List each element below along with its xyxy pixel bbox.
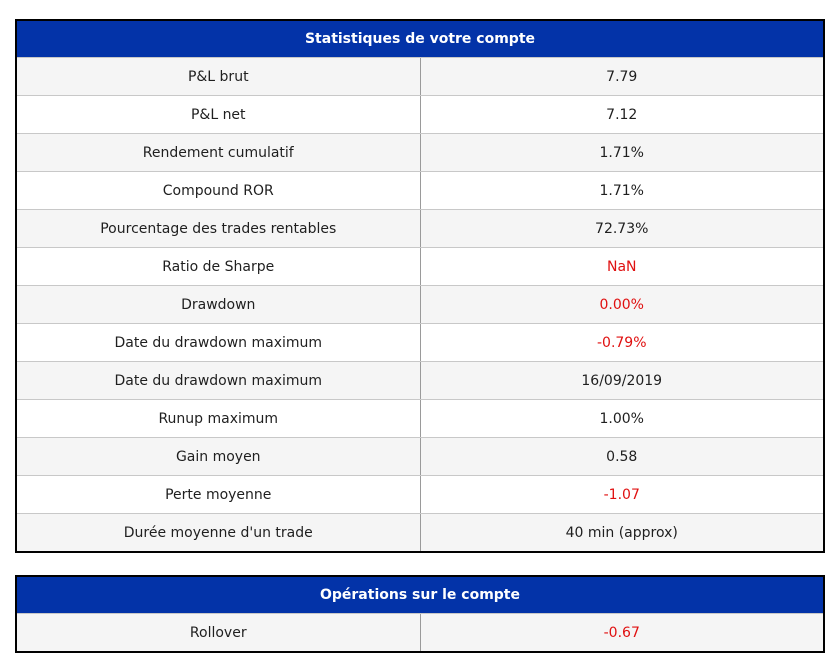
stat-value: 1.71%: [420, 171, 824, 210]
table-row: Perte moyenne -1.07: [16, 475, 824, 514]
stat-value: 1.00%: [420, 399, 824, 438]
table-row: Gain moyen 0.58: [16, 437, 824, 476]
stat-label: Runup maximum: [16, 399, 421, 438]
table-row: P&L brut 7.79: [16, 57, 824, 96]
table-row: Durée moyenne d'un trade 40 min (approx): [16, 513, 824, 552]
stat-value: 72.73%: [420, 209, 824, 248]
stat-value: 0.00%: [420, 285, 824, 324]
table-row: Rendement cumulatif 1.71%: [16, 133, 824, 172]
table-row: Pourcentage des trades rentables 72.73%: [16, 209, 824, 248]
stat-label: Date du drawdown maximum: [16, 361, 421, 400]
stat-value: -1.07: [420, 475, 824, 514]
table-row: Runup maximum 1.00%: [16, 399, 824, 438]
stat-label: Pourcentage des trades rentables: [16, 209, 421, 248]
stat-value: -0.67: [420, 613, 824, 652]
account-operations-body: Rollover -0.67: [16, 613, 824, 652]
stat-label: Compound ROR: [16, 171, 421, 210]
stat-label: Drawdown: [16, 285, 421, 324]
account-operations-table: Opérations sur le compte Rollover -0.67: [15, 575, 825, 653]
table-row: P&L net 7.12: [16, 95, 824, 134]
stat-value: 1.71%: [420, 133, 824, 172]
stat-label: Durée moyenne d'un trade: [16, 513, 421, 552]
account-operations-title: Opérations sur le compte: [16, 576, 824, 614]
account-operations-header-row: Opérations sur le compte: [16, 576, 824, 614]
account-stats-header-row: Statistiques de votre compte: [16, 20, 824, 58]
stat-value: 16/09/2019: [420, 361, 824, 400]
table-row: Compound ROR 1.71%: [16, 171, 824, 210]
table-row: Date du drawdown maximum -0.79%: [16, 323, 824, 362]
stat-value: -0.79%: [420, 323, 824, 362]
stat-value: 7.12: [420, 95, 824, 134]
account-stats-body: P&L brut 7.79 P&L net 7.12 Rendement cumulat…: [16, 57, 824, 552]
stat-label: Rollover: [16, 613, 421, 652]
stat-label: P&L brut: [16, 57, 421, 96]
stat-label: Gain moyen: [16, 437, 421, 476]
stat-label: Perte moyenne: [16, 475, 421, 514]
table-row: Drawdown 0.00%: [16, 285, 824, 324]
stat-value: 7.79: [420, 57, 824, 96]
account-stats-table: Statistiques de votre compte P&L brut 7.7…: [15, 19, 825, 553]
stat-label: P&L net: [16, 95, 421, 134]
stat-label: Rendement cumulatif: [16, 133, 421, 172]
table-row: Ratio de Sharpe NaN: [16, 247, 824, 286]
table-row: Rollover -0.67: [16, 613, 824, 652]
table-row: Date du drawdown maximum 16/09/2019: [16, 361, 824, 400]
stat-label: Ratio de Sharpe: [16, 247, 421, 286]
account-stats-title: Statistiques de votre compte: [16, 20, 824, 58]
stat-value: NaN: [420, 247, 824, 286]
stat-value: 0.58: [420, 437, 824, 476]
stat-value: 40 min (approx): [420, 513, 824, 552]
stat-label: Date du drawdown maximum: [16, 323, 421, 362]
